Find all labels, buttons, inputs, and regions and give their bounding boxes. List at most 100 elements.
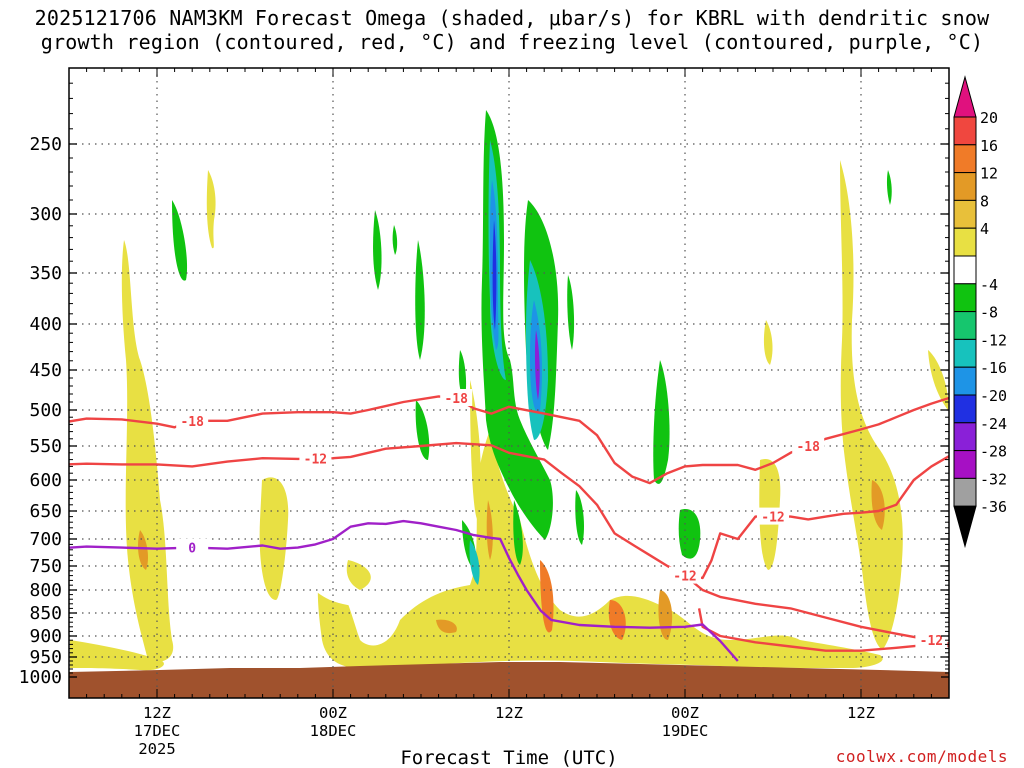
omega-area-yellow — [317, 430, 883, 668]
credit-text: coolwx.com/models — [835, 747, 1008, 766]
contour-label-bg — [299, 449, 332, 467]
colorbar-label: -20 — [980, 387, 1007, 405]
colorbar-label: -32 — [980, 470, 1007, 488]
colorbar-label: -4 — [980, 276, 998, 294]
y-tick-label: 950 — [29, 647, 62, 668]
colorbar-bin — [953, 311, 977, 340]
contour-label-bg — [792, 437, 825, 454]
contour-label: -12 — [920, 634, 943, 649]
colorbar-bin — [953, 477, 977, 507]
contour-line — [69, 519, 739, 662]
omega-area-orange — [436, 619, 457, 634]
omega-area-orange — [871, 480, 885, 530]
colorbar-bin — [953, 199, 977, 229]
omega-area-green — [678, 509, 701, 559]
omega-area-yellow — [70, 640, 164, 671]
y-axis: 2503003504004505005506006507007508008509… — [19, 82, 949, 688]
colorbar-label: -8 — [980, 304, 998, 322]
omega-area-orange — [608, 600, 626, 640]
contour-label: -12 — [673, 570, 696, 585]
y-tick-label: 450 — [29, 360, 62, 381]
omega-area-yellow — [928, 350, 949, 410]
chart-title-line-1: 2025121706 NAM3KM Forecast Omega (shaded… — [34, 6, 990, 30]
colorbar-label: 8 — [980, 192, 989, 210]
colorbar-bin — [953, 450, 977, 479]
x-tick-label: 17DEC — [134, 722, 181, 740]
x-tick-label: 2025 — [138, 740, 175, 758]
x-tick-label: 19DEC — [662, 722, 709, 740]
contour-line — [69, 441, 949, 580]
gridlines — [69, 68, 949, 698]
omega-area-yellow — [763, 320, 773, 365]
contour-label-bg — [669, 566, 701, 584]
contour-label-bg — [757, 507, 789, 525]
contour-line — [684, 574, 949, 648]
colorbar-bin — [953, 422, 977, 452]
colorbar-label: 20 — [980, 109, 998, 127]
y-tick-label: 1000 — [19, 667, 62, 688]
colorbar-bin-top — [953, 75, 977, 118]
y-tick-label: 250 — [29, 134, 62, 155]
omega-area-purple — [534, 330, 540, 400]
colorbar-bin — [953, 172, 977, 201]
omega-area-green — [653, 360, 670, 484]
colorbar-bin-bottom — [953, 505, 977, 549]
chart-title-line-2: growth region (contoured, red, °C) and f… — [40, 30, 984, 54]
isotherm-contours — [69, 395, 949, 662]
colorbar-label: -36 — [980, 498, 1007, 516]
contour-label: -12 — [761, 511, 784, 526]
omega-area-teal — [469, 540, 480, 585]
colorbar-bin — [953, 144, 977, 174]
colorbar-label: -12 — [980, 331, 1007, 349]
contour-label: -12 — [304, 453, 327, 468]
y-tick-label: 400 — [29, 314, 62, 335]
omega-area-green — [481, 110, 553, 540]
colorbar-bin — [953, 366, 977, 396]
colorbar-bin — [953, 116, 977, 146]
omega-area-purple — [492, 220, 497, 330]
y-tick-label: 850 — [29, 603, 62, 624]
omega-area-yellow — [470, 380, 481, 520]
colorbar-bin — [953, 283, 977, 313]
omega-area-green — [575, 490, 584, 545]
colorbar-legend: 20 16 12 8 4 -4 -8 -12 -16 -20 -24 -28 -32 -36 — [953, 75, 1007, 549]
omega-area-green — [373, 210, 382, 290]
x-tick-label: 12Z — [495, 704, 523, 722]
contour-label: 0 — [188, 542, 196, 557]
y-tick-label: 600 — [29, 470, 62, 491]
y-tick-label: 500 — [29, 400, 62, 421]
contour-label-bg — [440, 389, 473, 406]
omega-area-orange — [138, 530, 148, 570]
x-tick-label: 00Z — [671, 704, 699, 722]
colorbar-label: -24 — [980, 415, 1007, 433]
contour-label: -18 — [180, 415, 204, 430]
omega-area-orange — [486, 500, 493, 560]
contour-label-bg — [176, 538, 209, 556]
omega-shading — [70, 110, 949, 671]
contour-label-bg — [176, 411, 209, 429]
omega-area-green — [458, 350, 467, 400]
y-tick-label: 350 — [29, 263, 62, 284]
contour-label: -18 — [796, 440, 820, 455]
omega-area-green — [392, 225, 398, 255]
x-tick-label: 12Z — [143, 704, 171, 722]
colorbar-label: 16 — [980, 137, 998, 155]
y-tick-label: 750 — [29, 556, 62, 577]
colorbar-label: -28 — [980, 443, 1007, 461]
colorbar-bin — [953, 227, 977, 257]
omega-area-green — [886, 170, 892, 205]
omega-area-yellow — [840, 160, 903, 650]
x-tick-label: 12Z — [847, 704, 875, 722]
colorbar-bin — [953, 394, 977, 424]
x-tick-label: 18DEC — [310, 722, 357, 740]
y-tick-label: 550 — [29, 436, 62, 457]
omega-area-yellow — [206, 170, 216, 249]
y-tick-label: 650 — [29, 501, 62, 522]
colorbar-bin — [953, 255, 977, 285]
contour-label-bg — [915, 631, 948, 649]
isotherm-labels: -18 -18 -18 -12 -12 -12 -12 0 — [176, 389, 948, 649]
omega-area-green — [567, 275, 575, 350]
y-tick-label: 700 — [29, 529, 62, 550]
